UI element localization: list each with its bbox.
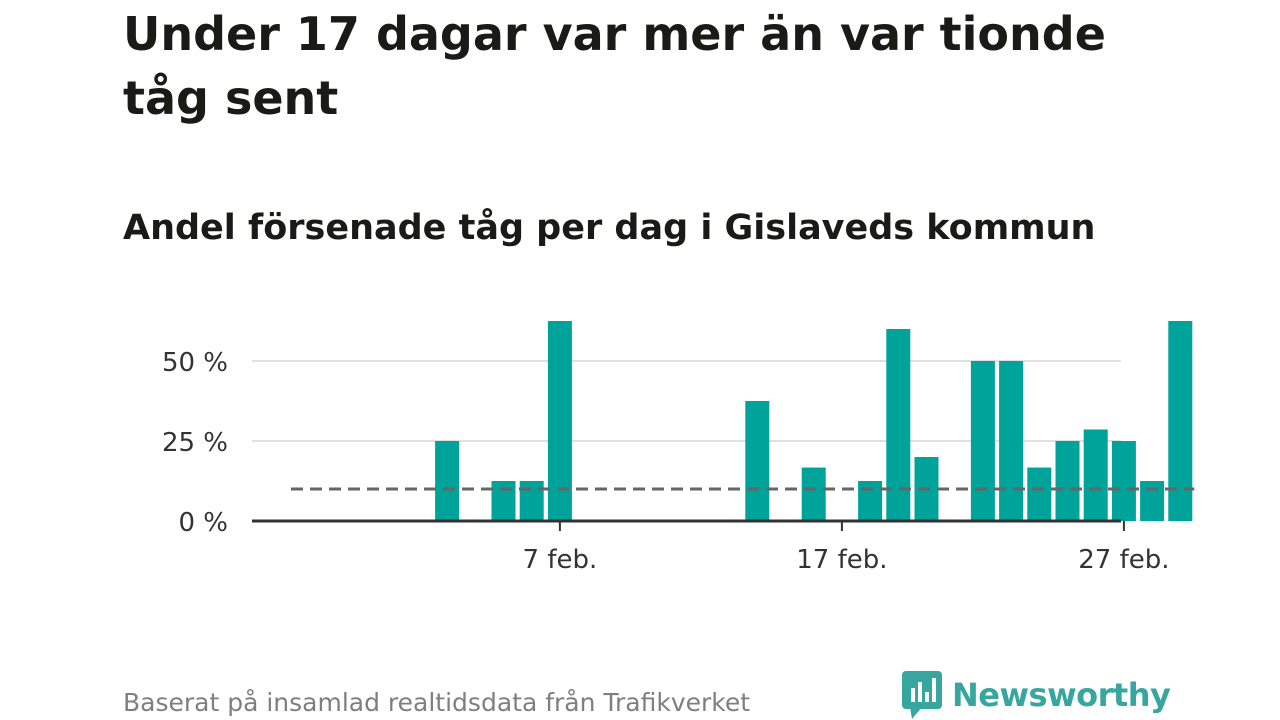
y-tick-label: 25 % (162, 428, 228, 458)
x-tick-label: 7 feb. (523, 545, 598, 575)
x-tick-label: 27 feb. (1078, 545, 1169, 575)
chart-subtitle: Andel försenade tåg per dag i Gislaveds … (123, 208, 1096, 248)
bar-chart: 0 % 25 % 50 % 7 feb. 17 feb. 27 feb. (162, 321, 1195, 575)
bar (1055, 441, 1080, 521)
bar (519, 481, 544, 521)
bar (970, 361, 995, 521)
bar (1140, 481, 1165, 521)
bar (491, 481, 516, 521)
bars (435, 321, 1193, 521)
source-note: Baserat på insamlad realtidsdata från Tr… (123, 688, 751, 717)
logo-text: Newsworthy (952, 676, 1171, 714)
bar (858, 481, 883, 521)
bar (999, 361, 1024, 521)
bar (801, 467, 826, 521)
x-tick-label: 17 feb. (796, 545, 887, 575)
bar (1083, 429, 1108, 521)
bar (1027, 467, 1052, 521)
bar (886, 329, 911, 521)
bar (745, 401, 770, 521)
newsworthy-logo: Newsworthy (902, 671, 1171, 719)
newsworthy-logo-icon (902, 671, 942, 719)
y-tick-label: 0 % (178, 508, 228, 538)
bar (547, 321, 572, 521)
bar (1168, 321, 1193, 521)
axes: 0 % 25 % 50 % 7 feb. 17 feb. 27 feb. (162, 348, 1170, 575)
bar (435, 441, 460, 521)
y-tick-label: 50 % (162, 348, 228, 378)
bar (1111, 441, 1136, 521)
page-title: Under 17 dagar var mer än var tionde tåg… (123, 7, 1106, 125)
